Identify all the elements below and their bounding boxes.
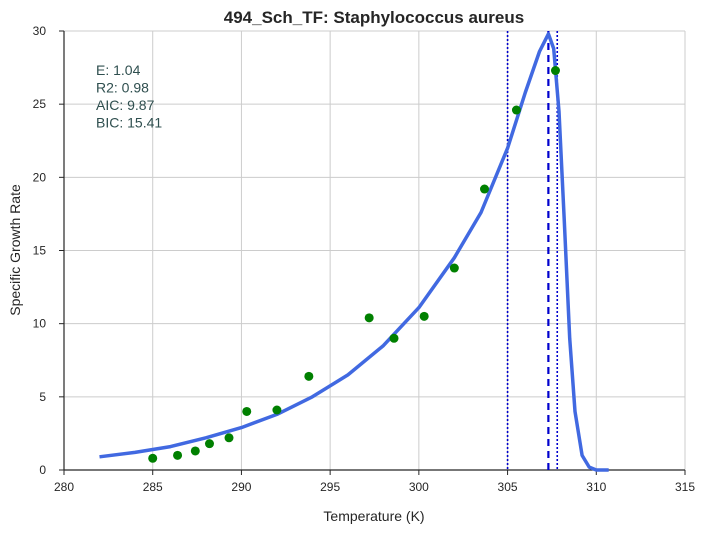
x-tick-labels: 280 285 290 295 300 305 310 315 [54, 480, 695, 494]
x-tick-label: 295 [320, 480, 340, 494]
y-tick-label: 5 [39, 390, 46, 404]
data-point [449, 263, 459, 273]
data-point [364, 313, 374, 323]
data-point [419, 311, 429, 321]
stat-line: AIC: 9.87 [96, 97, 155, 113]
y-tick-label: 15 [33, 244, 47, 258]
x-tick-label: 305 [498, 480, 518, 494]
y-tick-label: 20 [33, 170, 47, 184]
x-tick-label: 300 [409, 480, 429, 494]
fit-curve [99, 32, 609, 472]
x-tick-label: 315 [675, 480, 695, 494]
y-tick-labels: 0 5 10 15 20 25 30 [33, 24, 47, 477]
stat-line: R2: 0.98 [96, 80, 149, 96]
axes [59, 30, 686, 475]
y-tick-label: 25 [33, 97, 47, 111]
data-point [190, 446, 200, 456]
grid [63, 30, 686, 471]
data-point [242, 406, 252, 416]
y-tick-label: 30 [33, 24, 47, 38]
data-point [224, 433, 234, 443]
stat-line: E: 1.04 [96, 62, 141, 78]
x-tick-label: 285 [143, 480, 163, 494]
x-axis-label: Temperature (K) [323, 508, 424, 524]
fit-curve-group [99, 32, 609, 472]
chart-title: 494_Sch_TF: Staphylococcus aureus [224, 8, 524, 27]
data-point [148, 453, 158, 463]
x-tick-label: 310 [586, 480, 606, 494]
y-tick-label: 0 [39, 463, 46, 477]
data-point [511, 105, 521, 115]
y-tick-label: 10 [33, 317, 47, 331]
data-point [550, 66, 560, 76]
x-tick-label: 280 [54, 480, 74, 494]
data-point [304, 371, 314, 381]
data-point [272, 405, 282, 415]
y-axis-label: Specific Growth Rate [7, 184, 23, 316]
data-point [480, 184, 490, 194]
data-point [173, 450, 183, 460]
data-point [204, 439, 214, 449]
x-tick-label: 290 [231, 480, 251, 494]
stat-line: BIC: 15.41 [96, 115, 162, 131]
data-point [389, 333, 399, 343]
data-points [148, 66, 560, 463]
